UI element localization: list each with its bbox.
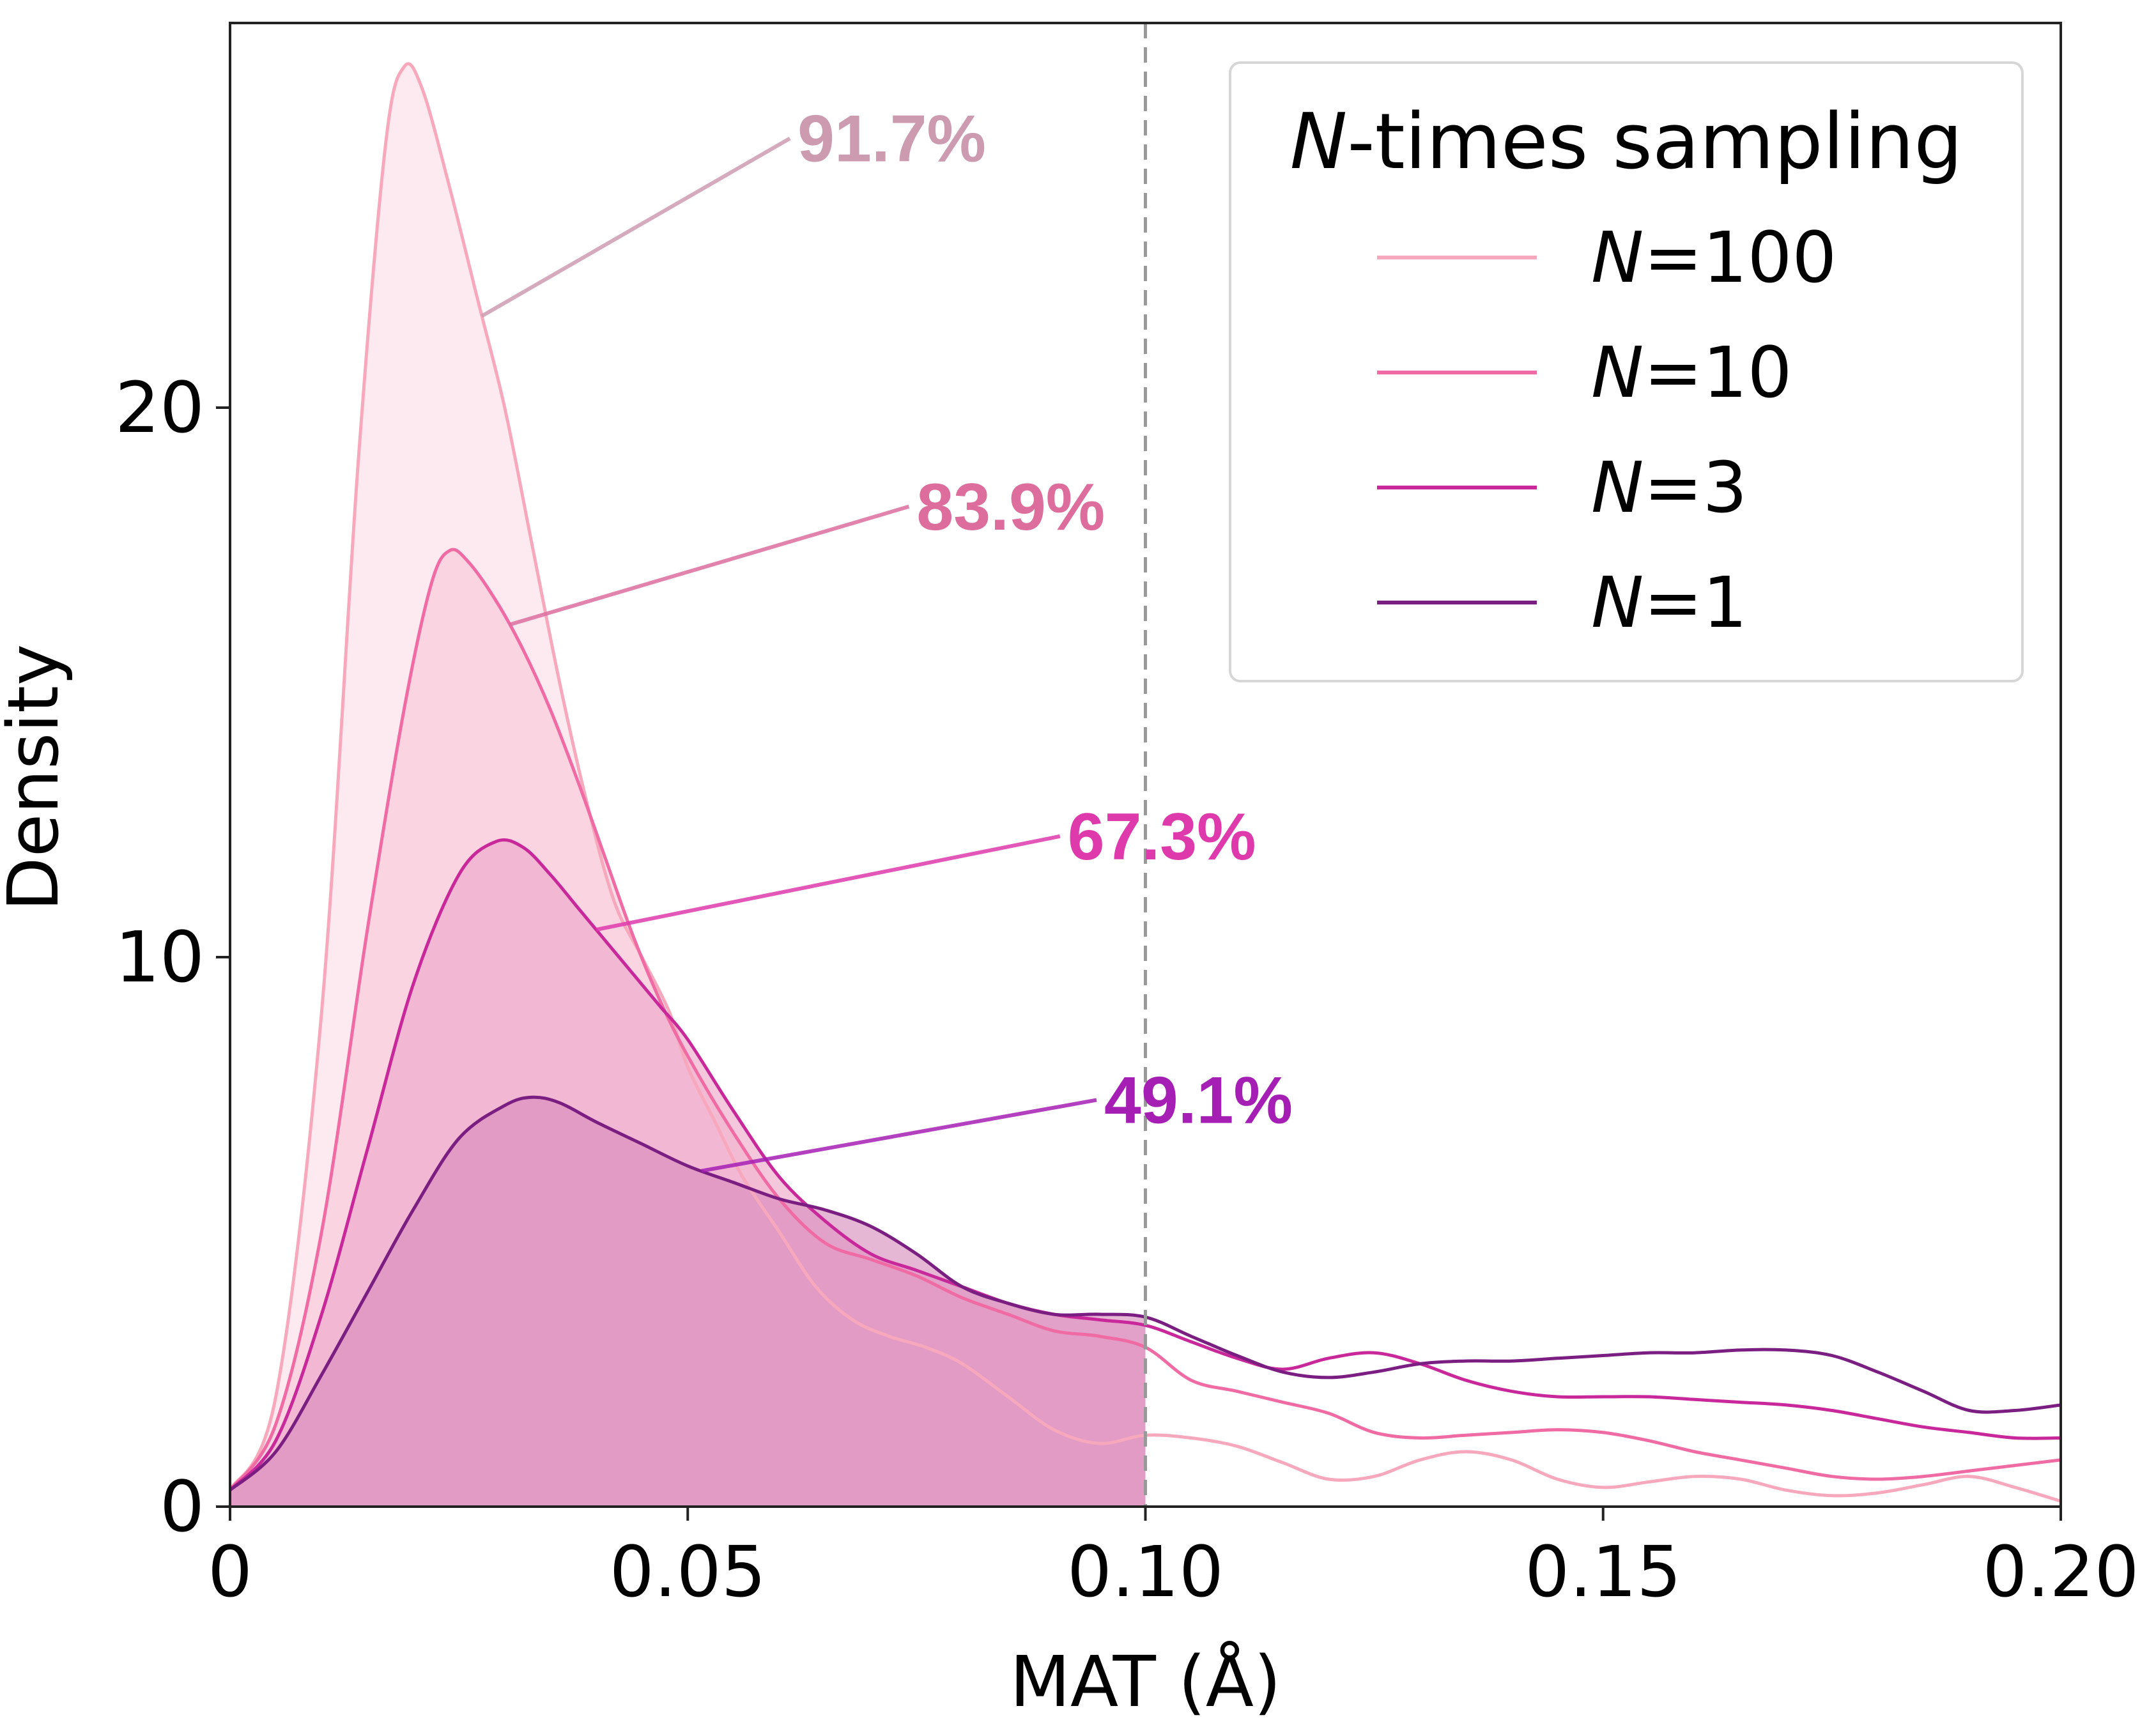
legend-items: N=100 N=10 N=3 N=1 xyxy=(1377,217,1836,643)
annotation-leader-n100 xyxy=(481,137,791,318)
annotation-leader-n1 xyxy=(701,1098,1097,1173)
x-tick-label: 0.15 xyxy=(1525,1531,1681,1613)
x-tick-label: 0.05 xyxy=(610,1531,766,1613)
legend-label-n100: N=100 xyxy=(1591,217,1836,298)
annotation-label-n10: 83.9% xyxy=(916,470,1105,544)
density-line-n10 xyxy=(228,548,2061,1491)
density-lines xyxy=(228,62,2061,1503)
density-fills xyxy=(230,63,1146,1507)
annotation-leader-n3 xyxy=(596,834,1061,932)
annotation-label-n1: 49.1% xyxy=(1104,1064,1293,1138)
legend-label-n3: N=3 xyxy=(1591,447,1747,528)
legend-title-italic: N xyxy=(1290,98,1348,187)
x-axis-title: MAT (Å) xyxy=(1010,1640,1281,1723)
y-axis-title: Density xyxy=(0,644,74,911)
x-tick-label: 0.20 xyxy=(1983,1531,2139,1613)
legend-title: N-times sampling xyxy=(1290,98,1963,187)
density-line-n100 xyxy=(228,62,2061,1503)
annotations: 91.7% 83.9% 67.3% 49.1% xyxy=(481,102,1293,1173)
x-tick-label: 0 xyxy=(208,1531,252,1613)
legend-label-n10: N=10 xyxy=(1591,332,1792,413)
annotation-leader-n10 xyxy=(509,504,910,627)
y-tick-label: 20 xyxy=(115,367,204,449)
x-tick-label: 0.10 xyxy=(1067,1531,1224,1613)
y-tick-label: 10 xyxy=(115,916,204,998)
fill-area-n1 xyxy=(230,1097,1146,1507)
legend-box xyxy=(1229,61,2024,682)
legend-label-n1: N=1 xyxy=(1591,562,1747,643)
annotation-label-n100: 91.7% xyxy=(797,102,986,176)
axis-ticks: 0 0.05 0.10 0.15 0.20 0 10 20 xyxy=(115,367,2139,1613)
density-line-n1 xyxy=(229,1095,2061,1492)
legend: N-times sampling N=100 N=10 N=3 N=1 xyxy=(1229,61,2024,682)
legend-title-rest: -times sampling xyxy=(1347,98,1962,187)
y-tick-label: 0 xyxy=(160,1466,204,1548)
annotation-label-n3: 67.3% xyxy=(1068,800,1256,874)
